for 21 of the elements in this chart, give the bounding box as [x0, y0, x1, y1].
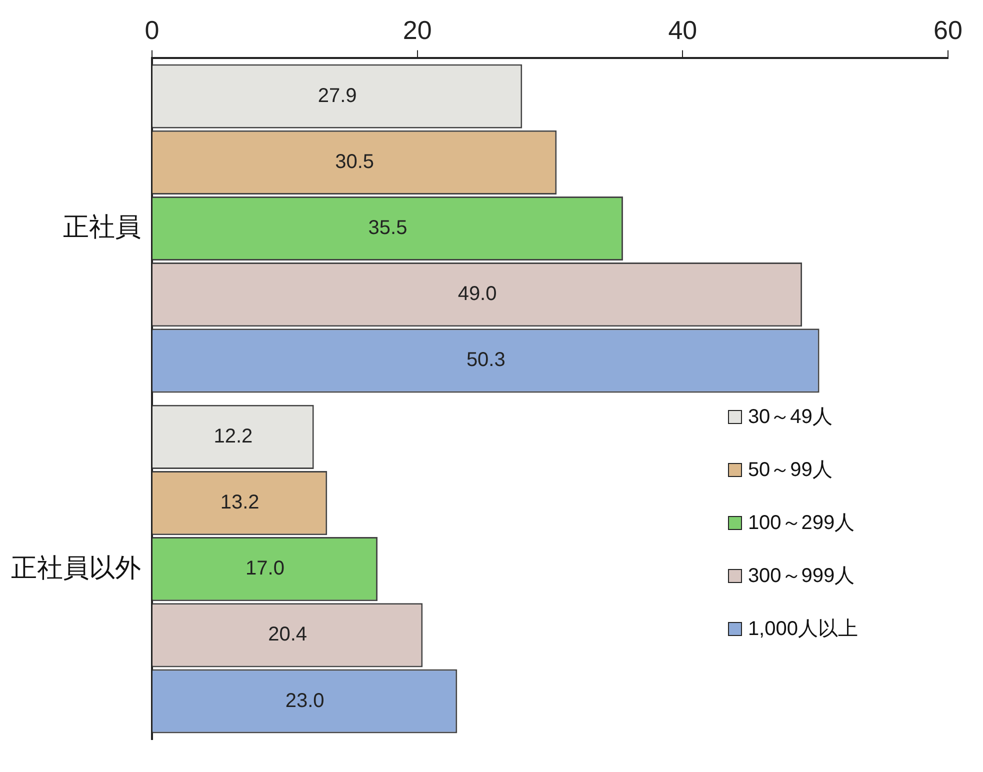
- data-label: 50.3: [466, 349, 506, 372]
- data-label: 17.0: [246, 558, 284, 580]
- data-label: 12.2: [214, 425, 253, 448]
- data-label: 49.0: [458, 283, 497, 306]
- legend-label: 30～49人: [748, 405, 832, 430]
- y-tick-label: 正社員: [63, 212, 141, 242]
- data-label: 30.5: [335, 150, 374, 173]
- x-tick-label: 0: [144, 14, 160, 45]
- legend-label: 50～99人: [748, 458, 832, 483]
- x-tick-label: 60: [934, 14, 962, 45]
- legend-label: 300～999人: [748, 564, 855, 589]
- x-tick-label: 40: [668, 14, 698, 45]
- legend-label: 100～299人: [748, 511, 855, 536]
- data-label: 35.5: [368, 217, 408, 240]
- x-tick-label: 20: [402, 14, 432, 45]
- legend-label: 1,000人以上: [748, 617, 858, 642]
- data-label: 20.4: [268, 624, 308, 646]
- data-label: 23.0: [285, 690, 324, 712]
- y-tick-label: 正社員以外: [11, 552, 141, 582]
- data-label: 13.2: [220, 492, 260, 514]
- data-label: 27.9: [318, 84, 357, 107]
